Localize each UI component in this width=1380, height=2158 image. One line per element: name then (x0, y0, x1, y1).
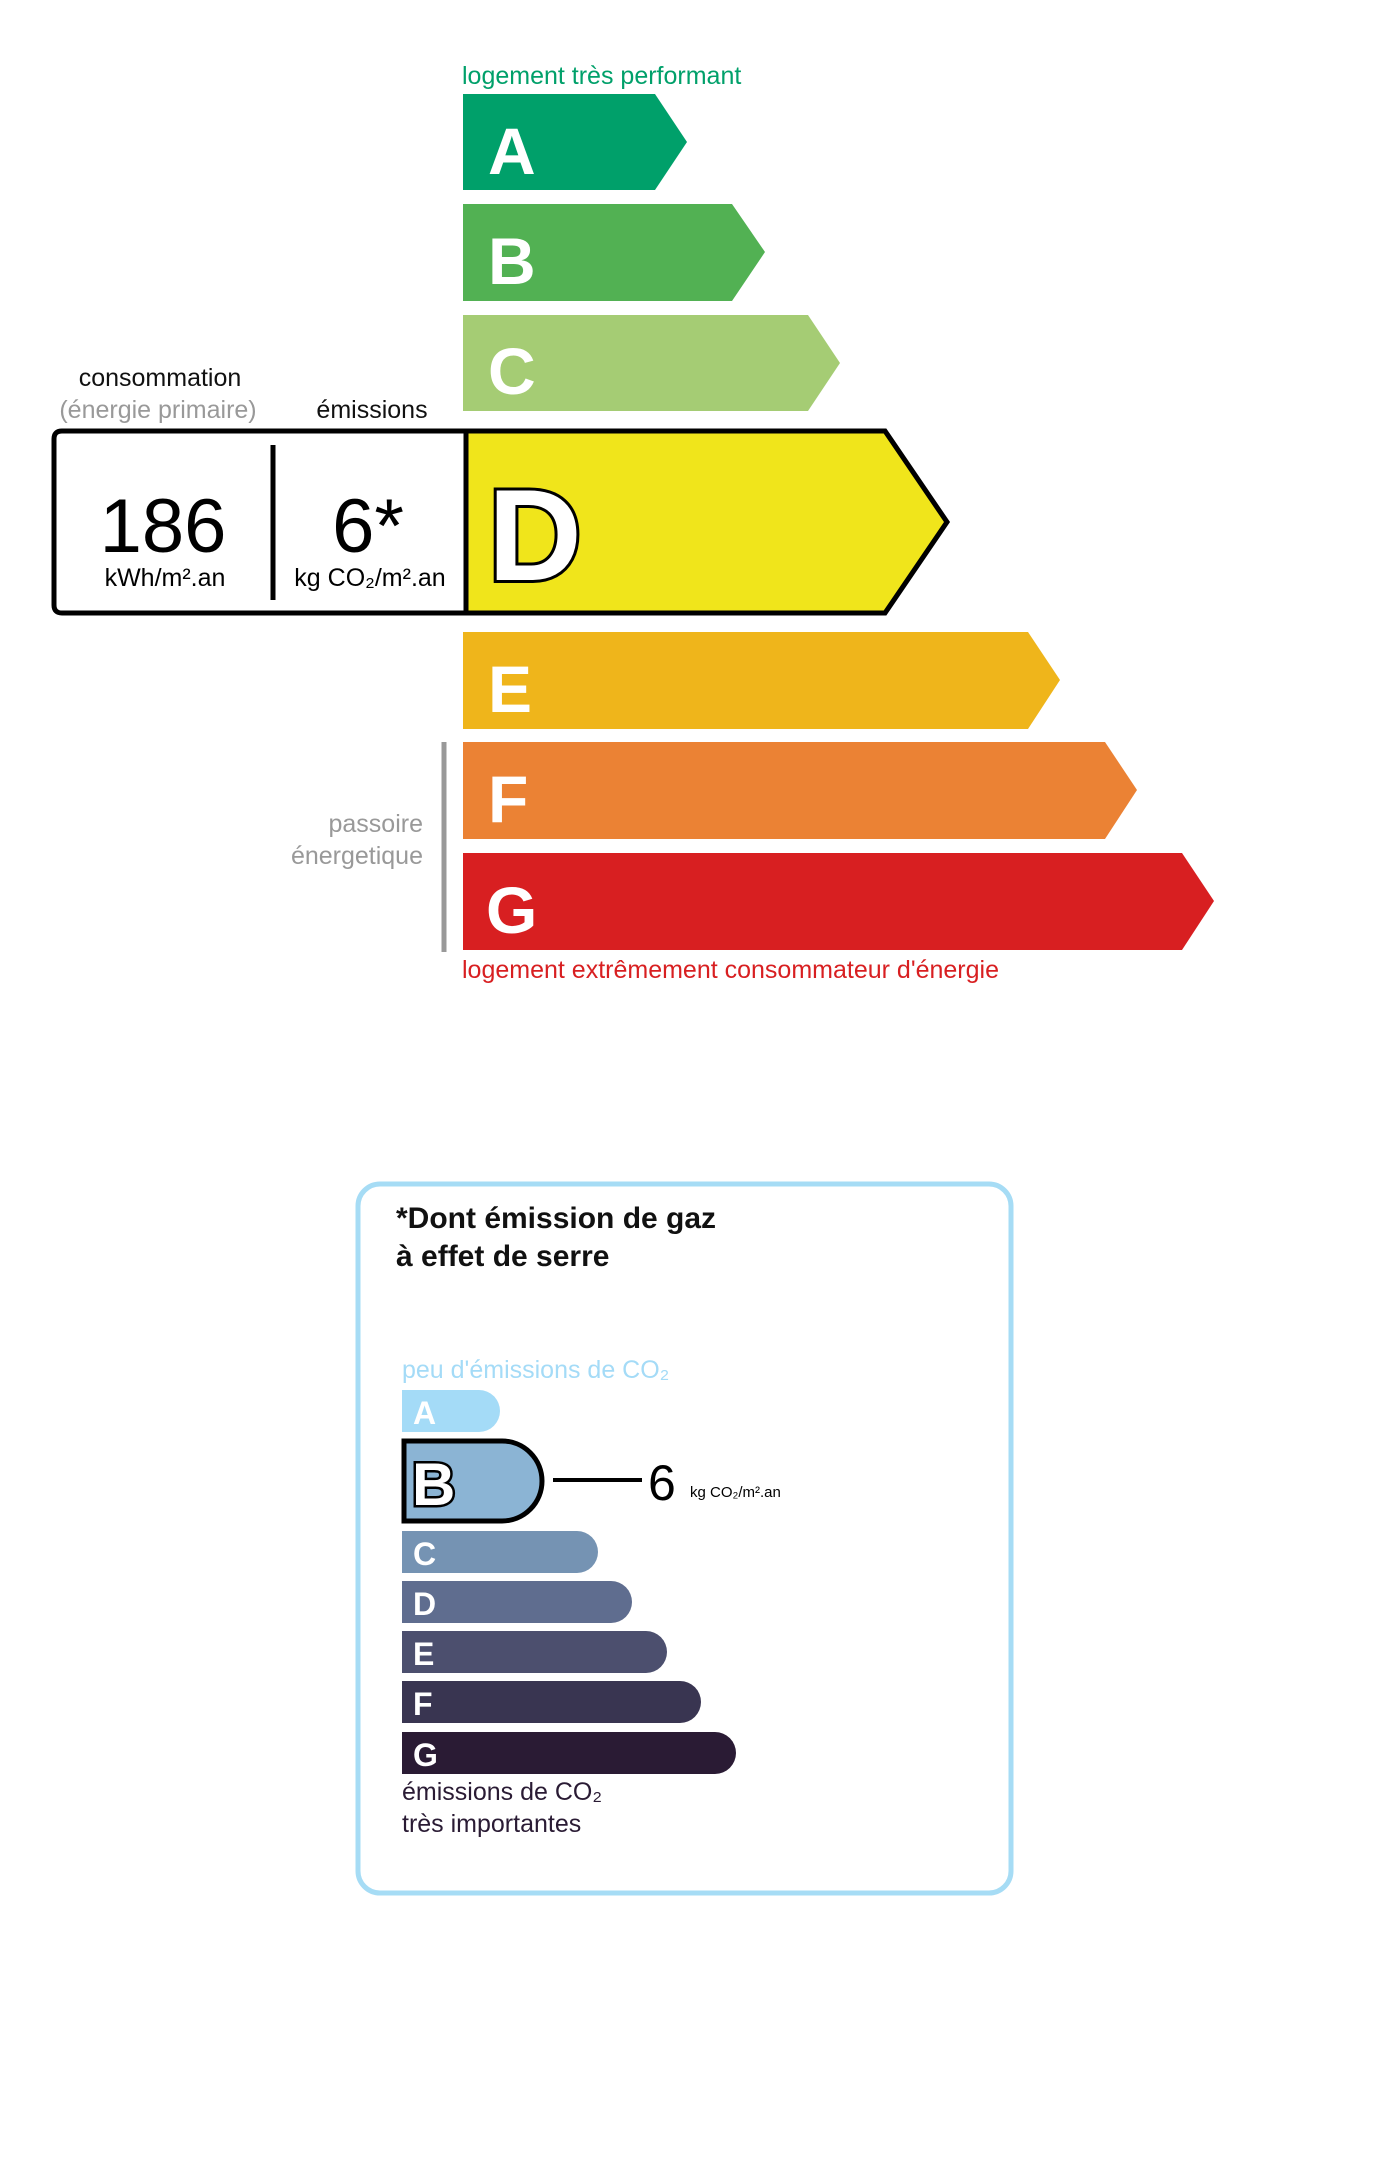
energy-class-c: C (463, 315, 840, 411)
ghg-panel: *Dont émission de gaz à effet de serre p… (355, 1181, 1014, 1896)
consumption-unit: kWh/m².an (105, 564, 226, 592)
energy-class-a: A (463, 94, 687, 190)
ghg-bottom-caption: émissions de CO₂ (402, 1778, 602, 1806)
consumption-value: 186 (100, 484, 227, 569)
ghg-class-f-letter: F (413, 1686, 433, 1722)
ghg-class-g-bar (402, 1732, 736, 1774)
class-b-letter: B (488, 224, 536, 298)
emissions-header: émissions (316, 396, 427, 424)
ghg-title-2: à effet de serre (396, 1240, 609, 1273)
energy-class-e: E (463, 632, 1060, 729)
emissions-unit: kg CO₂/m².an (294, 564, 445, 592)
passoire-label-2: énergetique (291, 842, 423, 870)
ghg-unit: kg CO₂/m².an (690, 1484, 781, 1501)
class-g-letter: G (486, 873, 537, 947)
value-box (51, 428, 469, 616)
energy-class-g: G (463, 853, 1214, 950)
ghg-bottom-caption-2: très importantes (402, 1810, 581, 1838)
class-c-bar (463, 315, 840, 411)
class-d-bar (463, 428, 951, 616)
current-energy-rating: 186 kWh/m².an 6* kg CO₂/m².an D (51, 428, 951, 616)
bottom-caption: logement extrêmement consommateur d'éner… (462, 956, 999, 984)
consumption-header: consommation (79, 364, 242, 392)
class-d-letter: D (488, 462, 582, 608)
class-f-bar (463, 742, 1137, 839)
ghg-class-e-bar (402, 1631, 667, 1673)
class-a-letter: A (488, 114, 536, 188)
ghg-value: 6 (648, 1455, 676, 1511)
ghg-top-caption: peu d'émissions de CO₂ (402, 1356, 669, 1384)
ghg-class-c-bar (402, 1531, 598, 1573)
ghg-class-f-bar (402, 1681, 701, 1723)
consumption-subheader: (énergie primaire) (59, 396, 256, 424)
ghg-class-a-letter: A (413, 1395, 436, 1431)
ghg-class-d-letter: D (413, 1586, 436, 1622)
ghg-class-b-letter: B (412, 1451, 455, 1518)
energy-class-b: B (463, 204, 765, 301)
ghg-class-b-bar (401, 1438, 545, 1524)
ghg-class-g-letter: G (413, 1737, 438, 1773)
class-a-bar (463, 94, 687, 190)
class-e-bar (463, 632, 1060, 729)
class-g-bar (463, 853, 1214, 950)
passoire-label: passoire (329, 810, 424, 838)
class-f-letter: F (488, 762, 528, 836)
energy-class-f: F (463, 742, 1137, 839)
class-b-bar (463, 204, 765, 301)
ghg-class-c-letter: C (413, 1536, 436, 1572)
ghg-class-d-bar (402, 1581, 632, 1623)
ghg-class-a-bar (402, 1390, 500, 1432)
top-caption: logement très performant (462, 62, 741, 90)
class-e-letter: E (488, 652, 532, 726)
ghg-class-e-letter: E (413, 1636, 434, 1672)
ghg-title: *Dont émission de gaz (396, 1202, 716, 1235)
class-c-letter: C (488, 334, 536, 408)
emissions-value: 6* (332, 484, 404, 569)
